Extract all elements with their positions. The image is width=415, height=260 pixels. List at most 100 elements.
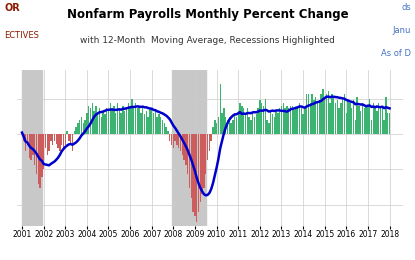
Bar: [169, 134, 171, 141]
Bar: [272, 114, 273, 134]
Bar: [63, 134, 64, 148]
Bar: [140, 113, 142, 134]
Bar: [203, 134, 205, 188]
Bar: [273, 117, 275, 134]
Bar: [72, 134, 73, 151]
Bar: [250, 120, 251, 134]
Bar: [50, 134, 51, 141]
Bar: [221, 113, 223, 134]
Bar: [45, 134, 46, 148]
Bar: [378, 103, 379, 134]
Bar: [149, 108, 151, 134]
Bar: [284, 108, 286, 134]
Bar: [97, 113, 98, 134]
Bar: [61, 134, 62, 145]
Bar: [310, 103, 311, 134]
Bar: [317, 103, 318, 134]
Bar: [216, 123, 217, 134]
Bar: [295, 108, 297, 134]
Bar: [225, 117, 226, 134]
Bar: [198, 134, 199, 212]
Bar: [52, 134, 54, 145]
Bar: [313, 100, 315, 134]
Bar: [300, 108, 302, 134]
Bar: [32, 134, 34, 155]
Bar: [232, 120, 234, 134]
Bar: [48, 134, 50, 151]
Bar: [327, 92, 329, 134]
Bar: [68, 134, 70, 141]
Bar: [276, 111, 277, 134]
Bar: [320, 94, 322, 134]
Bar: [79, 120, 81, 134]
Bar: [322, 89, 324, 134]
Bar: [268, 123, 270, 134]
Bar: [166, 127, 167, 134]
Bar: [385, 97, 387, 134]
Bar: [286, 106, 288, 134]
Bar: [81, 117, 82, 134]
Bar: [103, 111, 104, 134]
Bar: [344, 94, 345, 134]
Bar: [76, 127, 77, 134]
Bar: [84, 120, 86, 134]
Bar: [230, 123, 232, 134]
Bar: [210, 134, 212, 141]
Bar: [162, 120, 163, 134]
Bar: [119, 108, 120, 134]
Bar: [247, 108, 248, 134]
Bar: [380, 108, 381, 134]
Bar: [151, 108, 152, 134]
Bar: [257, 108, 259, 134]
Bar: [248, 117, 250, 134]
Bar: [245, 113, 246, 134]
Bar: [335, 103, 336, 134]
Bar: [113, 106, 115, 134]
Bar: [93, 111, 95, 134]
Bar: [187, 134, 188, 174]
Bar: [43, 134, 44, 170]
Bar: [185, 134, 187, 165]
Bar: [201, 134, 203, 194]
Bar: [292, 106, 293, 134]
Bar: [128, 103, 129, 134]
Bar: [308, 94, 309, 134]
Bar: [21, 133, 23, 134]
Bar: [137, 108, 138, 134]
Bar: [129, 106, 131, 134]
Bar: [383, 120, 385, 134]
Bar: [46, 134, 48, 155]
Bar: [297, 106, 298, 134]
Bar: [376, 111, 378, 134]
Bar: [95, 106, 97, 134]
Bar: [160, 117, 161, 134]
Bar: [243, 108, 244, 134]
Bar: [36, 134, 37, 174]
Bar: [92, 103, 93, 134]
Bar: [23, 134, 24, 141]
Bar: [261, 103, 262, 134]
Bar: [111, 108, 113, 134]
Bar: [229, 117, 230, 134]
Bar: [349, 103, 351, 134]
Bar: [288, 108, 289, 134]
Bar: [106, 108, 107, 134]
Bar: [183, 134, 185, 160]
Bar: [306, 94, 308, 134]
Bar: [209, 134, 210, 151]
Bar: [290, 106, 291, 134]
Bar: [117, 103, 118, 134]
Bar: [122, 106, 124, 134]
Bar: [218, 117, 219, 134]
Bar: [252, 113, 253, 134]
Bar: [59, 134, 61, 151]
Bar: [373, 103, 374, 134]
Bar: [120, 113, 122, 134]
Bar: [57, 134, 59, 148]
Text: OR: OR: [4, 3, 20, 12]
Bar: [131, 99, 133, 134]
Bar: [194, 134, 196, 216]
Text: ds: ds: [401, 3, 411, 12]
Bar: [227, 120, 228, 134]
Bar: [259, 100, 261, 134]
